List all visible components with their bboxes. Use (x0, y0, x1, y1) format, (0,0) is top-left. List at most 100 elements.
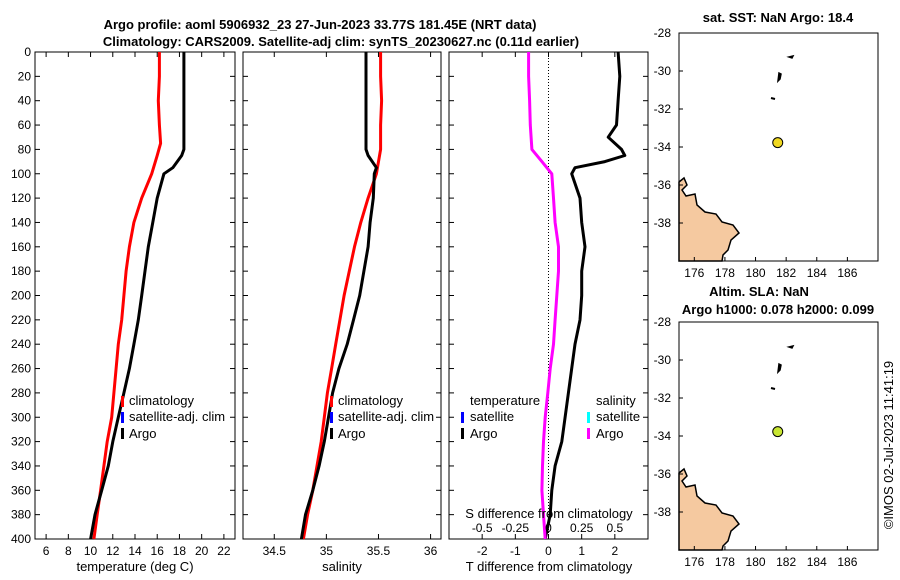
temperature-panel: 6 8 10 12 14 16 18 20 22 0 20 40 60 80 100 120 140 160 18… (11, 45, 236, 574)
map-y-tick-label: -36 (654, 178, 672, 192)
depth-tick-label: 380 (11, 508, 31, 522)
x-tick-label: 35.5 (367, 544, 391, 558)
land-mass (678, 467, 741, 551)
float-position-marker (772, 426, 784, 438)
map-x-tick-label: 186 (837, 555, 857, 569)
depth-tick-label: 140 (11, 215, 31, 229)
figure-title-line2: Climatology: CARS2009. Satellite-adj cli… (103, 34, 579, 49)
map-x-tick-label: 180 (746, 555, 766, 569)
figure-title-line1: Argo profile: aoml 5906932_23 27-Jun-202… (104, 17, 537, 32)
temperature-legend: climatology satellite-adj. clim Argo (121, 393, 225, 441)
x-tick-label: 22 (217, 544, 231, 558)
difference-legend: temperature satellite Argo salinity sate… (461, 393, 640, 441)
depth-tick-label: 80 (18, 142, 32, 156)
float-position-marker (772, 137, 784, 149)
map-x-tick-label: 180 (746, 266, 766, 280)
legend-argo-swatch (330, 428, 333, 439)
depth-tick-label: 400 (11, 532, 31, 546)
map-y-tick-label: -34 (654, 140, 672, 154)
depth-tick-label: 40 (18, 94, 32, 108)
map-y-tick-label: -36 (654, 467, 672, 481)
sla-map-title-line1: Altim. SLA: NaN (709, 284, 809, 299)
legend-climatology-swatch (330, 396, 333, 407)
legend-t-argo-swatch (461, 428, 464, 439)
legend-satellite-swatch (121, 412, 124, 423)
depth-tick-label: 240 (11, 337, 31, 351)
map-y-tick-label: -32 (654, 102, 672, 116)
map-x-tick-label: 176 (684, 266, 704, 280)
x-tick-label: 35 (320, 544, 334, 558)
difference-series (527, 51, 627, 540)
sla-map-coastline (678, 344, 795, 551)
sla-map-panel: Altim. SLA: NaN Argo h1000: 0.078 h2000:… (654, 284, 879, 569)
map-y-tick-label: -30 (654, 353, 672, 367)
x-tick-label: 34.5 (263, 544, 287, 558)
island (786, 54, 795, 59)
legend-s-argo-swatch (587, 428, 590, 439)
legend-salinity-title: salinity (596, 393, 636, 408)
series-line-climatology (92, 52, 163, 540)
island (776, 71, 782, 84)
series-line-climatology (301, 52, 384, 540)
legend-t-satellite-label: satellite (470, 409, 514, 424)
legend-temperature-title: temperature (470, 393, 540, 408)
legend-climatology-label: climatology (129, 393, 195, 408)
series-line-argo (89, 52, 186, 540)
legend-s-satellite-label: satellite (596, 409, 640, 424)
temperature-x-label: temperature (deg C) (76, 559, 193, 574)
legend-t-argo-label: Argo (470, 426, 497, 441)
legend-argo-swatch (121, 428, 124, 439)
legend-argo-label: Argo (338, 426, 365, 441)
x-tick-label: 14 (128, 544, 142, 558)
map-x-tick-label: 184 (807, 266, 827, 280)
map-y-tick-label: -28 (654, 26, 672, 40)
depth-tick-label: 200 (11, 289, 31, 303)
depth-tick-label: 220 (11, 313, 31, 327)
s-tick-label: -0.25 (502, 521, 530, 535)
depth-tick-label: 160 (11, 240, 31, 254)
x-tick-label: 8 (65, 544, 72, 558)
legend-satellite-swatch (330, 412, 333, 423)
s-difference-label: S difference from climatology (465, 506, 633, 521)
map-x-tick-label: 184 (807, 555, 827, 569)
t-difference-label: T difference from climatology (466, 559, 633, 574)
sla-map-title-line2: Argo h1000: 0.078 h2000: 0.099 (682, 302, 874, 317)
island (776, 362, 782, 375)
salinity-grid (243, 51, 441, 540)
depth-tick-label: 20 (18, 69, 32, 83)
salinity-legend: climatology satellite-adj. clim Argo (330, 393, 434, 441)
depth-tick-label: 0 (24, 45, 31, 59)
salinity-panel: 34.5 35 35.5 36 salinity climatology satell… (242, 51, 442, 574)
depth-tick-label: 340 (11, 459, 31, 473)
legend-satellite-label: satellite-adj. clim (129, 409, 225, 424)
x-tick-label: -1 (510, 544, 521, 558)
depth-tick-label: 280 (11, 386, 31, 400)
series-line-s-diff-argo- (527, 52, 560, 540)
x-tick-label: 6 (43, 544, 50, 558)
land-mass (678, 176, 741, 262)
temperature-grid (35, 51, 235, 540)
x-tick-label: 2 (611, 544, 618, 558)
depth-tick-label: 60 (18, 118, 32, 132)
s-tick-label: 0 (545, 521, 552, 535)
temperature-x-ticks: 6 8 10 12 14 16 18 20 22 (43, 52, 231, 558)
depth-tick-label: 100 (11, 167, 31, 181)
s-tick-label: 0.5 (606, 521, 623, 535)
sst-map-x-ticks: 176 178 180 182 184 186 (684, 257, 858, 280)
depth-tick-label: 260 (11, 362, 31, 376)
map-y-tick-label: -38 (654, 216, 672, 230)
salinity-x-ticks: 34.5 35 35.5 36 (263, 52, 438, 558)
legend-climatology-swatch (121, 396, 124, 407)
difference-grid (449, 51, 648, 540)
legend-t-satellite-swatch (461, 412, 464, 423)
sst-map-panel: sat. SST: NaN Argo: 18.4 176 178 180 182 184… (654, 10, 879, 280)
map-x-tick-label: 178 (715, 266, 735, 280)
depth-tick-label: 320 (11, 435, 31, 449)
island (786, 344, 795, 349)
x-tick-label: 10 (84, 544, 98, 558)
island (770, 387, 776, 390)
salinity-difference-ticks: -0.5 -0.25 0 0.25 0.5 (472, 521, 624, 535)
sla-map-x-ticks: 176 178 180 182 184 186 (684, 546, 858, 569)
x-tick-label: -2 (477, 544, 488, 558)
